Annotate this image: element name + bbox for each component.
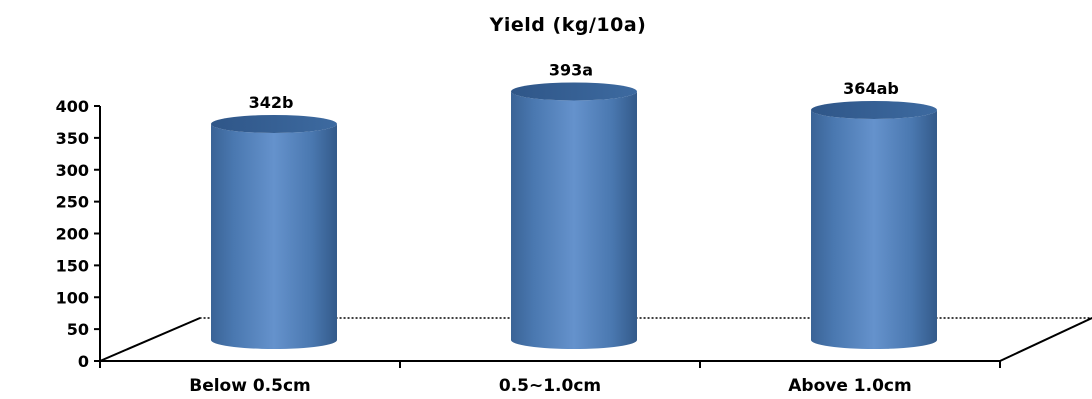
y-tick-label: 200 xyxy=(56,225,89,244)
y-tick-label: 100 xyxy=(56,288,89,307)
bars xyxy=(211,82,937,350)
data-label: 342b xyxy=(249,93,294,112)
data-label: 364ab xyxy=(843,79,899,98)
y-ticks: 0 50 100 150 200 250 300 350 400 xyxy=(56,97,100,371)
bar xyxy=(211,114,337,349)
chart-title: Yield (kg/10a) xyxy=(489,14,647,36)
y-tick-label: 250 xyxy=(56,193,89,212)
bar-body xyxy=(511,91,637,350)
floor-right-edge xyxy=(999,317,1092,362)
x-category-label: Above 1.0cm xyxy=(788,376,911,396)
bar xyxy=(511,82,637,350)
y-tick-label: 0 xyxy=(78,352,89,371)
y-tick-label: 400 xyxy=(56,97,89,116)
x-ticks xyxy=(99,361,1001,368)
x-labels: Below 0.5cm 0.5~1.0cm Above 1.0cm xyxy=(189,376,911,396)
bar xyxy=(811,100,937,349)
y-tick-label: 300 xyxy=(56,161,89,180)
bar-top xyxy=(811,100,937,119)
data-labels: 342b 393a 364ab xyxy=(249,60,899,112)
bar-top xyxy=(511,82,637,101)
bar-top xyxy=(211,114,337,133)
bar-body xyxy=(811,109,937,349)
x-category-label: 0.5~1.0cm xyxy=(499,376,601,396)
data-label: 393a xyxy=(549,60,593,79)
x-category-label: Below 0.5cm xyxy=(189,376,311,396)
y-tick-label: 350 xyxy=(56,129,89,148)
floor-left-edge xyxy=(99,317,201,362)
y-tick-label: 50 xyxy=(67,320,89,339)
bar-body xyxy=(211,123,337,349)
y-tick-label: 150 xyxy=(56,256,89,275)
